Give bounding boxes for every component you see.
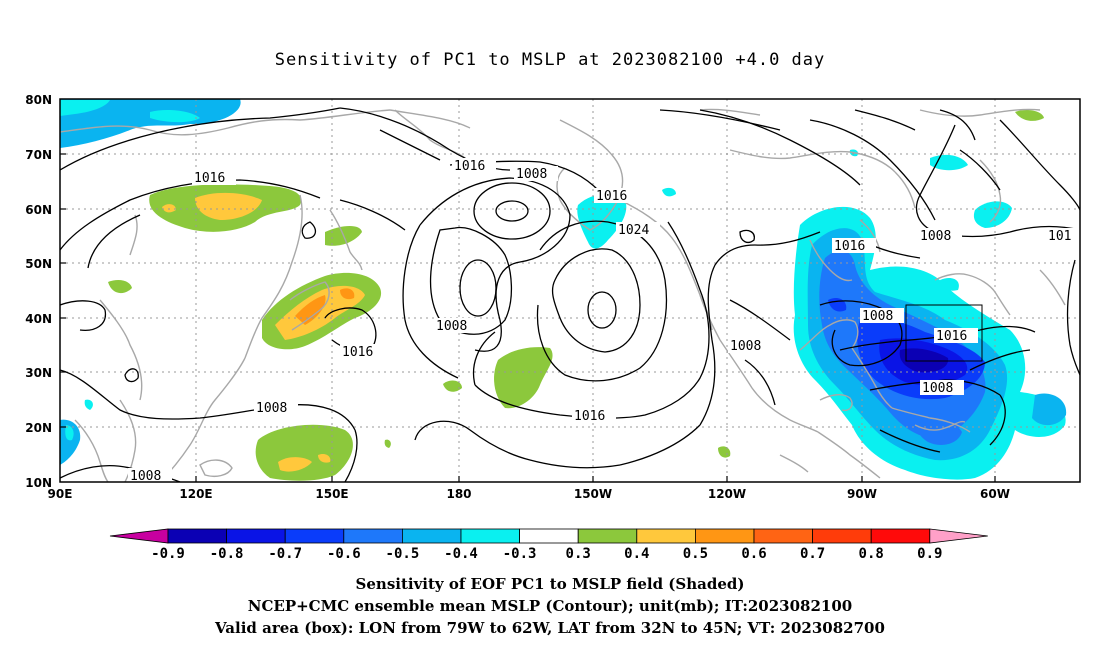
colorbar-tick-label: 0.6: [741, 546, 766, 562]
caption-contour: NCEP+CMC ensemble mean MSLP (Contour); u…: [247, 597, 853, 615]
lon-label: 90W: [847, 487, 877, 501]
colorbar-left-arrow: [109, 528, 169, 544]
colorbar-tick-label: 0.8: [859, 546, 884, 562]
colorbar-tick-label: 0.3: [566, 546, 591, 562]
lat-label: 70N: [25, 148, 52, 162]
lon-label: 120E: [179, 487, 212, 501]
colorbar-tick-label: 0.5: [683, 546, 708, 562]
contour-label: 1008: [730, 339, 761, 354]
contour-label: 1016: [194, 171, 225, 186]
colorbar-swatch: [812, 528, 872, 544]
lon-label: 150E: [315, 487, 348, 501]
contour-label: 1016: [454, 159, 485, 174]
colorbar-tick-label: -0.5: [386, 546, 420, 562]
valid-area-box: [905, 304, 983, 362]
lon-label: 90E: [48, 487, 73, 501]
colorbar-right-arrow: [929, 528, 988, 544]
lat-label: 80N: [25, 93, 52, 107]
contour-label: 1008: [436, 319, 467, 334]
caption-shaded: Sensitivity of EOF PC1 to MSLP field (Sh…: [355, 575, 745, 593]
contour-label: 1008: [920, 229, 951, 244]
contour-label: 1016: [342, 345, 373, 360]
colorbar-swatch: [519, 528, 579, 544]
contour-label: 1016: [574, 409, 605, 424]
colorbar-swatch: [401, 528, 462, 544]
lon-label: 120W: [708, 487, 746, 501]
lat-label: 50N: [25, 257, 52, 271]
colorbar-tick-label: -0.6: [327, 546, 361, 562]
colorbar-tick-label: -0.3: [503, 546, 537, 562]
contour-label: 1008: [862, 309, 893, 324]
contour-label: 1016: [936, 329, 967, 344]
colorbar-tick-label: 0.7: [800, 546, 825, 562]
colorbar-tick-label: 0.4: [624, 546, 649, 562]
lat-label: 20N: [25, 421, 52, 435]
contour-label: 1008: [516, 167, 547, 182]
colorbar-tick-label: 0.9: [917, 546, 942, 562]
colorbar: -0.9 -0.8 -0.7 -0.6 -0.5 -0.4 -0.3 0.3 0.4 0.5 0.6…: [109, 528, 988, 562]
colorbar-swatch: [636, 528, 696, 544]
contour-labels: 1016 1008 1016 1008 1016 1024 1016 1008 …: [128, 158, 1080, 484]
colorbar-swatch: [226, 528, 286, 544]
contour-label: 1008: [922, 381, 953, 396]
map-title: Sensitivity of PC1 to MSLP at 2023082100…: [274, 50, 826, 70]
colorbar-tick-label: -0.9: [151, 546, 185, 562]
colorbar-tick-label: -0.7: [268, 546, 302, 562]
contour-label: 1024: [618, 223, 649, 238]
contour-label: 1016: [834, 239, 865, 254]
colorbar-swatch: [695, 528, 755, 544]
colorbar-swatch: [167, 528, 227, 544]
coastlines: [60, 108, 1066, 482]
axis-ticks: [60, 153, 996, 482]
caption-valid-area: Valid area (box): LON from 79W to 62W, L…: [215, 619, 885, 637]
latitude-axis: 80N 70N 60N 50N 40N 30N 20N 10N: [25, 93, 52, 490]
contour-label: 1016: [596, 189, 627, 204]
colorbar-tick-label: -0.4: [444, 546, 478, 562]
lat-label: 60N: [25, 203, 52, 217]
lat-label: 10N: [25, 476, 52, 490]
lon-label: 60W: [980, 487, 1010, 501]
mslp-contours: [60, 107, 1080, 482]
lat-label: 40N: [25, 312, 52, 326]
colorbar-swatch: [870, 528, 931, 544]
colorbar-swatch: [753, 528, 813, 544]
contour-label: 1008: [256, 401, 287, 416]
colorbar-swatch: [284, 528, 345, 544]
contour-label: 1008: [130, 469, 161, 484]
lon-label: 150W: [574, 487, 612, 501]
colorbar-swatch: [577, 528, 638, 544]
contour-label: 101: [1048, 229, 1071, 244]
colorbar-tick-label: -0.8: [210, 546, 244, 562]
lon-label: 180: [446, 487, 471, 501]
colorbar-swatch: [460, 528, 520, 544]
longitude-axis: 90E 120E 150E 180 150W 120W 90W 60W: [48, 487, 1010, 501]
lat-label: 30N: [25, 366, 52, 380]
colorbar-swatch: [343, 528, 403, 544]
map-frame: [59, 98, 1081, 483]
